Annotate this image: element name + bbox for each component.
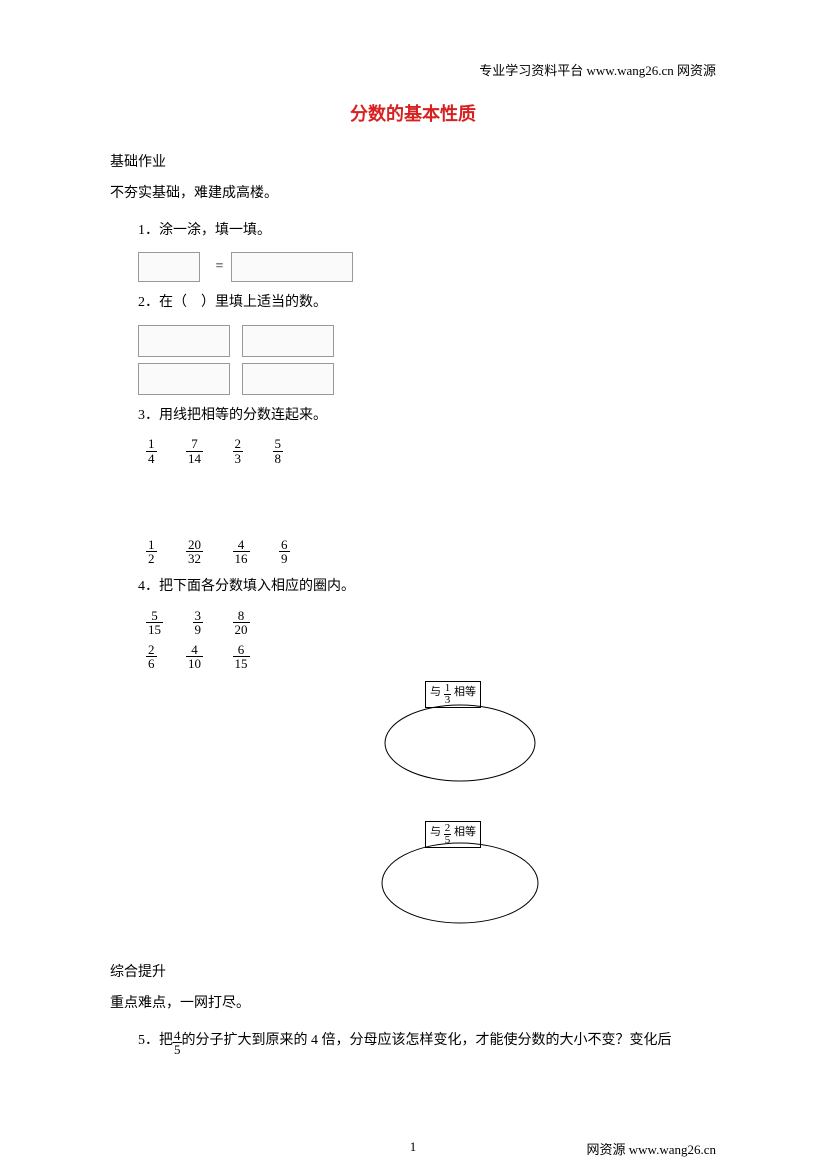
q4-ellipse-1: 与 13 相等 — [370, 681, 550, 791]
q4-ellipses: 与 13 相等 与 25 相等 — [370, 681, 716, 931]
fraction: 820 — [233, 609, 250, 637]
q4-ellipse-2: 与 25 相等 — [370, 821, 550, 931]
ellipse-icon — [370, 835, 550, 931]
fraction: 45 — [173, 1029, 182, 1056]
section-basics-intro: 不夯实基础，难建成高楼。 — [110, 181, 716, 208]
fraction: 2032 — [186, 538, 203, 566]
header-source: 专业学习资料平台 www.wang26.cn 网资源 — [479, 60, 716, 79]
q2-fig2-icon — [242, 325, 334, 357]
equals-sign: = — [216, 259, 224, 274]
section-advanced-intro: 重点难点，一网打尽。 — [110, 991, 716, 1018]
fraction: 410 — [186, 643, 203, 671]
question-2: 2．在（ ）里填上适当的数。 — [138, 290, 716, 317]
fraction: 14 — [146, 437, 157, 465]
document-page: 专业学习资料平台 www.wang26.cn 网资源 分数的基本性质 基础作业 … — [0, 0, 826, 1169]
q4-fraction-row-1: 515 39 820 — [138, 609, 716, 637]
question-3: 3．用线把相等的分数连起来。 — [138, 403, 716, 430]
fraction: 515 — [146, 609, 163, 637]
fraction: 416 — [233, 538, 250, 566]
q1-grid2-icon — [231, 252, 353, 282]
q3-fraction-row-1: 14 714 23 58 — [138, 437, 716, 465]
q1-figure-row: = — [138, 252, 716, 282]
q4-fraction-row-2: 26 410 615 — [138, 643, 716, 671]
fraction: 23 — [233, 437, 244, 465]
fraction: 58 — [273, 437, 284, 465]
fraction: 12 — [146, 538, 157, 566]
q2-fig3-icon — [138, 363, 230, 395]
question-1: 1．涂一涂，填一填。 — [138, 218, 716, 245]
section-basics-heading: 基础作业 — [110, 151, 716, 171]
q1-grid-icon — [138, 252, 200, 282]
fraction: 39 — [193, 609, 204, 637]
fraction: 69 — [279, 538, 290, 566]
q2-figure-row2 — [138, 363, 716, 395]
footer-source: 网资源 www.wang26.cn — [587, 1139, 717, 1158]
section-advanced-heading: 综合提升 — [110, 961, 716, 981]
q3-fraction-row-2: 12 2032 416 69 — [138, 538, 716, 566]
q2-fig1-icon — [138, 325, 230, 357]
ellipse-icon — [370, 695, 550, 791]
question-5: 5．把45的分子扩大到原来的 4 倍，分母应该怎样变化，才能使分数的大小不变？变… — [138, 1028, 716, 1056]
fraction: 26 — [146, 643, 157, 671]
q2-figure-row1 — [138, 325, 716, 357]
document-title: 分数的基本性质 — [110, 100, 716, 126]
fraction: 714 — [186, 437, 203, 465]
q3-connect-space — [110, 472, 716, 532]
question-4: 4．把下面各分数填入相应的圈内。 — [138, 574, 716, 601]
page-number: 1 — [410, 1139, 417, 1155]
fraction: 615 — [233, 643, 250, 671]
q2-fig4-icon — [242, 363, 334, 395]
